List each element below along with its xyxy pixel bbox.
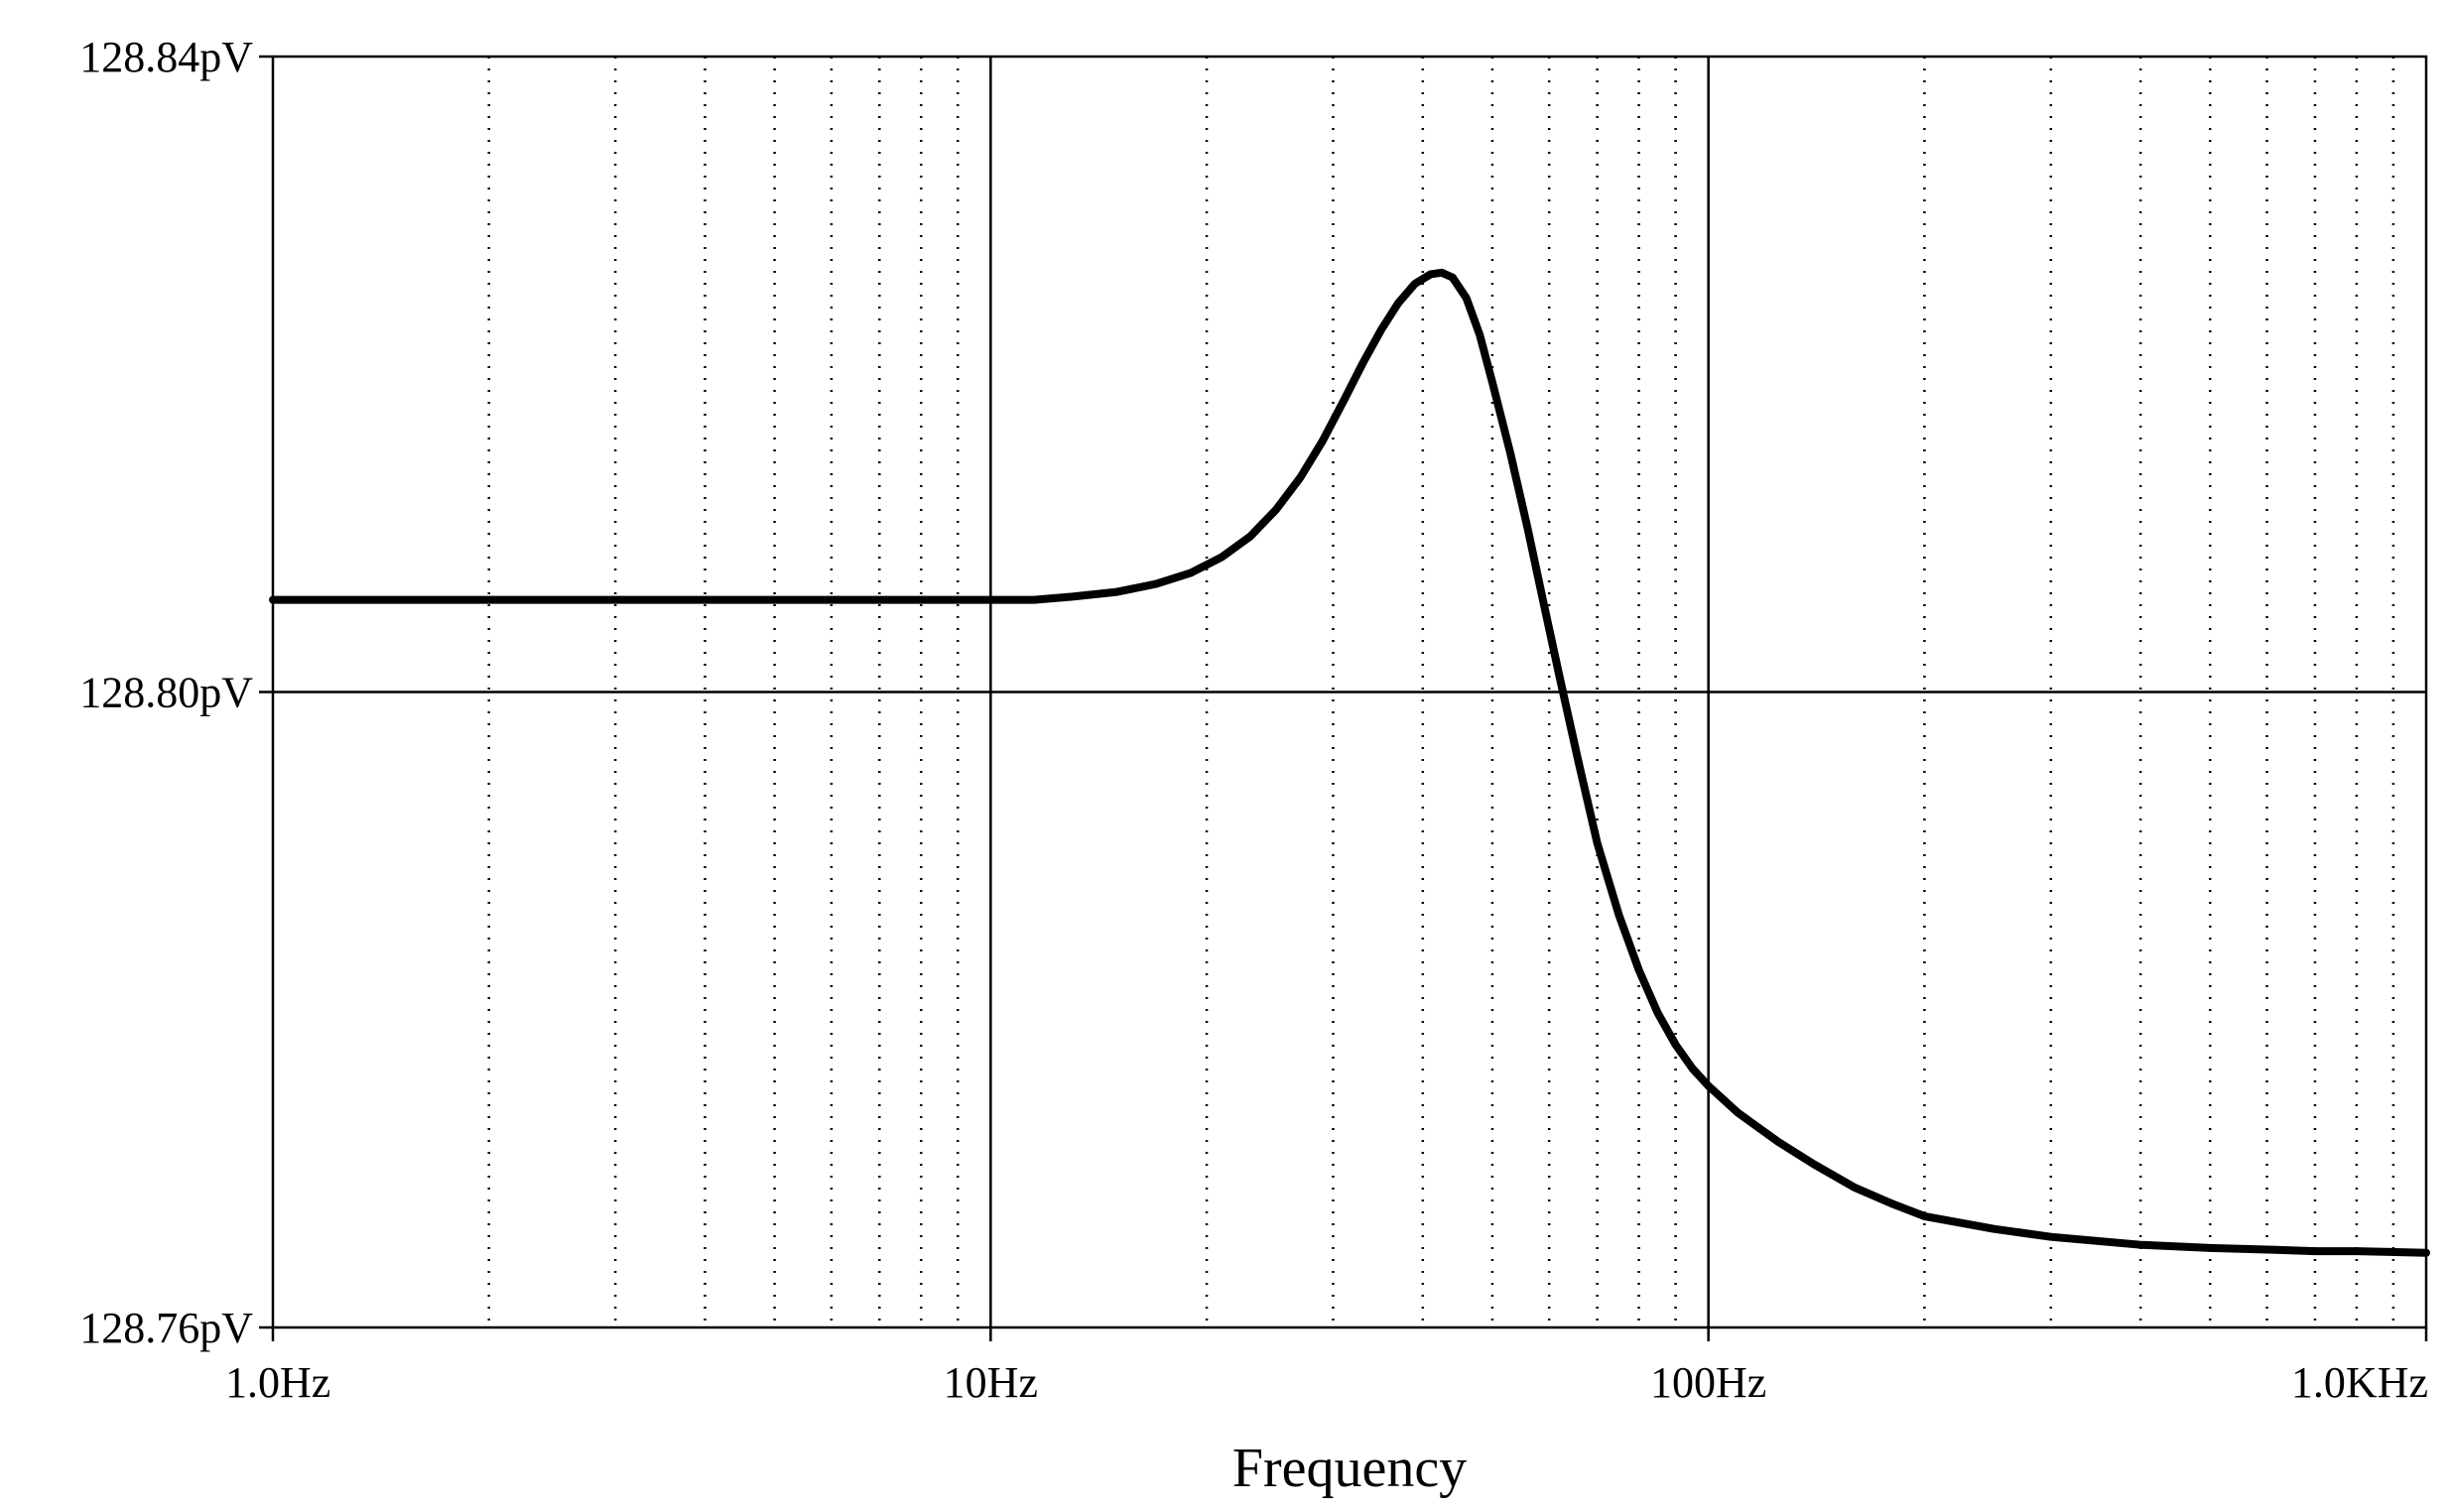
y-ticks: 128.76pV 128.80pV 128.84pV: [79, 33, 273, 1352]
major-grid: [273, 57, 2426, 1327]
series-layer: [269, 268, 2430, 1257]
x-tick-label: 100Hz: [1650, 1358, 1766, 1407]
x-tick-label: 1.0KHz: [2291, 1358, 2428, 1407]
x-axis-title: Frequency: [1232, 1438, 1467, 1499]
x-tick-label: 1.0Hz: [225, 1358, 330, 1407]
y-tick-label: 128.76pV: [79, 1304, 253, 1352]
x-ticks: 1.0Hz 10Hz 100Hz 1.0KHz: [225, 1327, 2428, 1407]
y-tick-label: 128.84pV: [79, 33, 253, 81]
x-tick-label: 10Hz: [944, 1358, 1038, 1407]
y-tick-label: 128.80pV: [79, 669, 253, 717]
series-line: [269, 268, 2430, 1257]
